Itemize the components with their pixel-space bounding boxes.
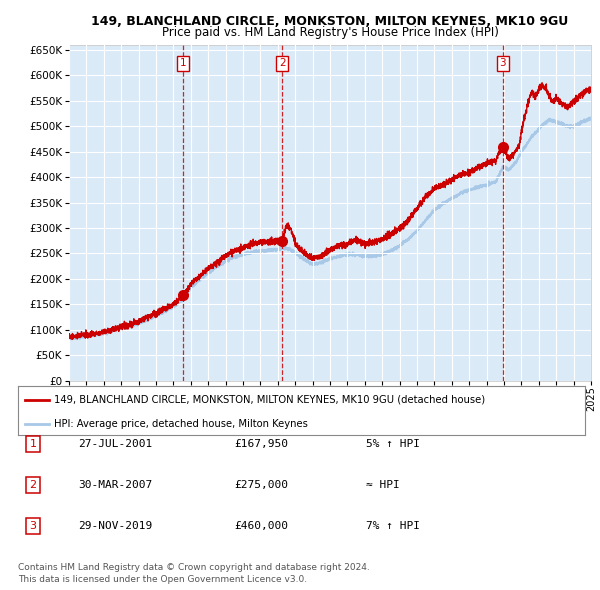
Text: 7% ↑ HPI: 7% ↑ HPI — [366, 522, 420, 531]
Text: HPI: Average price, detached house, Milton Keynes: HPI: Average price, detached house, Milt… — [54, 419, 308, 429]
Text: 2: 2 — [279, 58, 286, 68]
Text: £275,000: £275,000 — [234, 480, 288, 490]
Text: 149, BLANCHLAND CIRCLE, MONKSTON, MILTON KEYNES, MK10 9GU: 149, BLANCHLAND CIRCLE, MONKSTON, MILTON… — [91, 15, 569, 28]
Text: 30-MAR-2007: 30-MAR-2007 — [78, 480, 152, 490]
Text: 29-NOV-2019: 29-NOV-2019 — [78, 522, 152, 531]
Text: 27-JUL-2001: 27-JUL-2001 — [78, 439, 152, 448]
Text: £167,950: £167,950 — [234, 439, 288, 448]
Text: 5% ↑ HPI: 5% ↑ HPI — [366, 439, 420, 448]
Text: 3: 3 — [29, 522, 37, 531]
Text: £460,000: £460,000 — [234, 522, 288, 531]
Text: 1: 1 — [180, 58, 187, 68]
Text: This data is licensed under the Open Government Licence v3.0.: This data is licensed under the Open Gov… — [18, 575, 307, 584]
Text: 1: 1 — [29, 439, 37, 448]
Text: Contains HM Land Registry data © Crown copyright and database right 2024.: Contains HM Land Registry data © Crown c… — [18, 563, 370, 572]
Text: 149, BLANCHLAND CIRCLE, MONKSTON, MILTON KEYNES, MK10 9GU (detached house): 149, BLANCHLAND CIRCLE, MONKSTON, MILTON… — [54, 395, 485, 405]
Text: Price paid vs. HM Land Registry's House Price Index (HPI): Price paid vs. HM Land Registry's House … — [161, 26, 499, 39]
Text: 2: 2 — [29, 480, 37, 490]
Text: 3: 3 — [499, 58, 506, 68]
Text: ≈ HPI: ≈ HPI — [366, 480, 400, 490]
